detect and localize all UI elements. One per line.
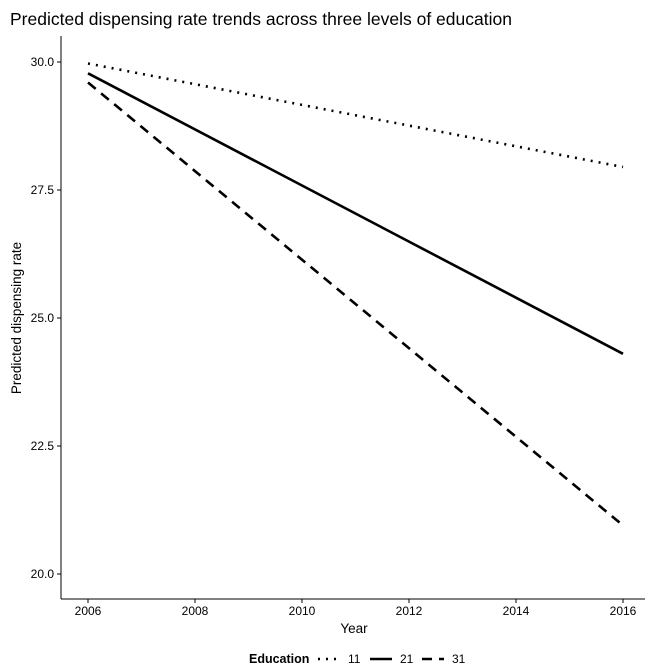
series-line-31 <box>87 81 624 527</box>
legend-items: 11 21 31 <box>318 652 466 666</box>
legend-title: Education <box>249 652 309 666</box>
x-tick-label: 2016 <box>610 604 637 618</box>
x-tick-label: 2010 <box>289 604 316 618</box>
x-axis-title: Year <box>340 621 368 636</box>
legend: Education 11 21 31 <box>249 652 466 666</box>
x-tick-label: 2008 <box>182 604 209 618</box>
series-lines <box>87 62 624 527</box>
legend-label-11: 11 <box>348 652 361 666</box>
x-tick-label: 2012 <box>396 604 423 618</box>
y-axis-title: Predicted dispensing rate <box>9 242 24 394</box>
x-ticks: 2006 2008 2010 2012 2014 2016 <box>75 599 637 618</box>
x-tick-label: 2006 <box>75 604 102 618</box>
y-tick-label: 20.0 <box>31 567 55 581</box>
legend-label-31: 31 <box>452 652 466 666</box>
y-ticks: 20.0 22.5 25.0 27.5 30.0 <box>31 55 61 581</box>
series-line-11 <box>87 62 624 169</box>
legend-label-21: 21 <box>400 652 414 666</box>
y-tick-label: 30.0 <box>31 55 55 69</box>
y-tick-label: 25.0 <box>31 311 55 325</box>
chart-title: Predicted dispensing rate trends across … <box>10 9 512 29</box>
plot-area: 20.0 22.5 25.0 27.5 30.0 2006 2008 2010 2012 201… <box>31 36 645 618</box>
y-tick-label: 27.5 <box>31 183 55 197</box>
x-tick-label: 2014 <box>503 604 530 618</box>
y-tick-label: 22.5 <box>31 439 55 453</box>
series-line-21 <box>87 72 624 355</box>
